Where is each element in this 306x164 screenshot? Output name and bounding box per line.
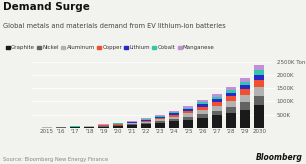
Bar [240, 89, 250, 95]
Bar [212, 97, 222, 99]
Bar [183, 106, 193, 108]
Bar [169, 117, 179, 119]
Bar [212, 111, 222, 115]
Bar [183, 120, 193, 128]
Bar [197, 114, 208, 118]
Bar [254, 75, 264, 80]
Bar [113, 123, 123, 124]
Bar [70, 127, 80, 128]
Bar [254, 70, 264, 75]
Bar [226, 93, 236, 96]
Bar [226, 113, 236, 128]
Bar [155, 116, 165, 117]
Bar [240, 78, 250, 82]
Bar [197, 106, 208, 110]
Bar [183, 113, 193, 117]
Bar [113, 126, 123, 128]
Bar [169, 121, 179, 128]
Bar [183, 108, 193, 109]
Bar [212, 94, 222, 97]
Bar [240, 85, 250, 89]
Bar [84, 125, 94, 126]
Bar [169, 115, 179, 117]
Bar [113, 124, 123, 125]
Bar [197, 118, 208, 128]
Text: Bloomberg: Bloomberg [256, 153, 303, 162]
Bar [141, 123, 151, 124]
Bar [155, 121, 165, 123]
Bar [169, 113, 179, 115]
Bar [169, 111, 179, 112]
Text: Global metals and materials demand from EV lithium-ion batteries: Global metals and materials demand from … [3, 23, 226, 29]
Bar [254, 105, 264, 128]
Bar [226, 107, 236, 113]
Bar [183, 117, 193, 120]
Bar [155, 117, 165, 118]
Bar [212, 102, 222, 106]
Bar [240, 102, 250, 110]
Bar [141, 121, 151, 122]
Text: Source: Bloomberg New Energy Finance: Source: Bloomberg New Energy Finance [3, 157, 108, 162]
Bar [254, 87, 264, 96]
Bar [254, 96, 264, 105]
Bar [127, 121, 137, 122]
Bar [84, 126, 94, 127]
Bar [141, 118, 151, 119]
Bar [212, 106, 222, 111]
Bar [183, 111, 193, 113]
Bar [84, 127, 94, 128]
Bar [212, 115, 222, 128]
Bar [127, 125, 137, 128]
Text: Demand Surge: Demand Surge [3, 2, 90, 12]
Bar [197, 110, 208, 114]
Bar [183, 109, 193, 111]
Bar [197, 104, 208, 106]
Bar [141, 124, 151, 128]
Bar [127, 122, 137, 123]
Bar [226, 96, 236, 101]
Bar [155, 119, 165, 121]
Bar [98, 125, 109, 126]
Bar [113, 125, 123, 126]
Bar [127, 123, 137, 124]
Bar [226, 87, 236, 90]
Bar [226, 90, 236, 93]
Bar [254, 80, 264, 87]
Bar [240, 82, 250, 85]
Bar [169, 119, 179, 121]
Bar [155, 118, 165, 119]
Bar [98, 126, 109, 127]
Legend: Graphite, Nickel, Aluminum, Copper, Lithium, Cobalt, Manganese: Graphite, Nickel, Aluminum, Copper, Lith… [6, 45, 215, 50]
Bar [240, 95, 250, 102]
Bar [212, 99, 222, 102]
Bar [197, 100, 208, 102]
Bar [169, 112, 179, 113]
Bar [155, 123, 165, 128]
Bar [98, 127, 109, 128]
Bar [155, 115, 165, 116]
Bar [254, 65, 264, 70]
Bar [141, 119, 151, 120]
Bar [98, 124, 109, 125]
Bar [141, 122, 151, 123]
Bar [240, 110, 250, 128]
Bar [197, 102, 208, 104]
Bar [141, 120, 151, 121]
Bar [127, 124, 137, 125]
Bar [226, 101, 236, 107]
